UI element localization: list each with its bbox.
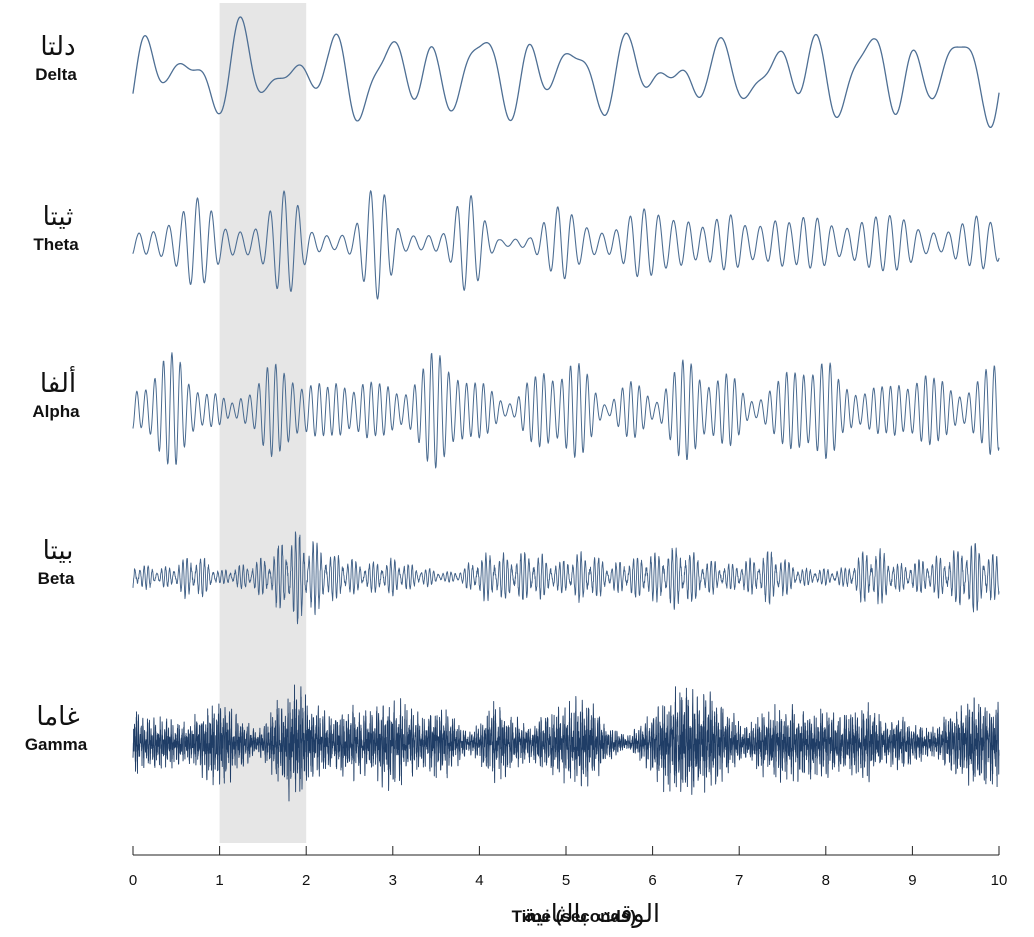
x-tick-label: 9 [908, 872, 916, 889]
x-tick-label: 8 [822, 872, 830, 889]
series-label-theta: Theta [33, 235, 79, 254]
series-label-arabic-delta: دلتا [40, 32, 75, 62]
series-line-theta [132, 190, 1000, 300]
series-line-delta [132, 16, 1000, 129]
x-tick-label: 1 [215, 872, 223, 889]
highlight-band [219, 3, 307, 843]
series-label-arabic-beta: بيتا [43, 536, 74, 566]
x-tick-label: 7 [735, 872, 743, 889]
series-label-arabic-alpha: ألفا [40, 365, 76, 399]
x-tick-label: 2 [302, 872, 310, 889]
x-tick-label: 4 [475, 872, 483, 889]
series-label-arabic-theta: ثيتا [43, 202, 74, 232]
series-label-alpha: Alpha [32, 402, 80, 421]
x-tick-label: 5 [562, 872, 570, 889]
x-tick-label: 10 [991, 872, 1008, 889]
x-tick-label: 3 [389, 872, 397, 889]
series-label-gamma: Gamma [25, 735, 88, 754]
x-axis-title-arabic: الوقت بالثانية [523, 899, 660, 928]
series-label-arabic-gamma: غاما [36, 702, 79, 732]
series-line-alpha [132, 352, 1000, 469]
series-label-beta: Beta [38, 569, 75, 588]
x-tick-label: 6 [648, 872, 656, 889]
x-axis-title: Time (seconds) [512, 907, 636, 926]
series-line-gamma [132, 684, 1000, 802]
series-line-beta [132, 531, 1000, 625]
series-label-delta: Delta [35, 65, 77, 84]
x-tick-label: 0 [129, 872, 137, 889]
